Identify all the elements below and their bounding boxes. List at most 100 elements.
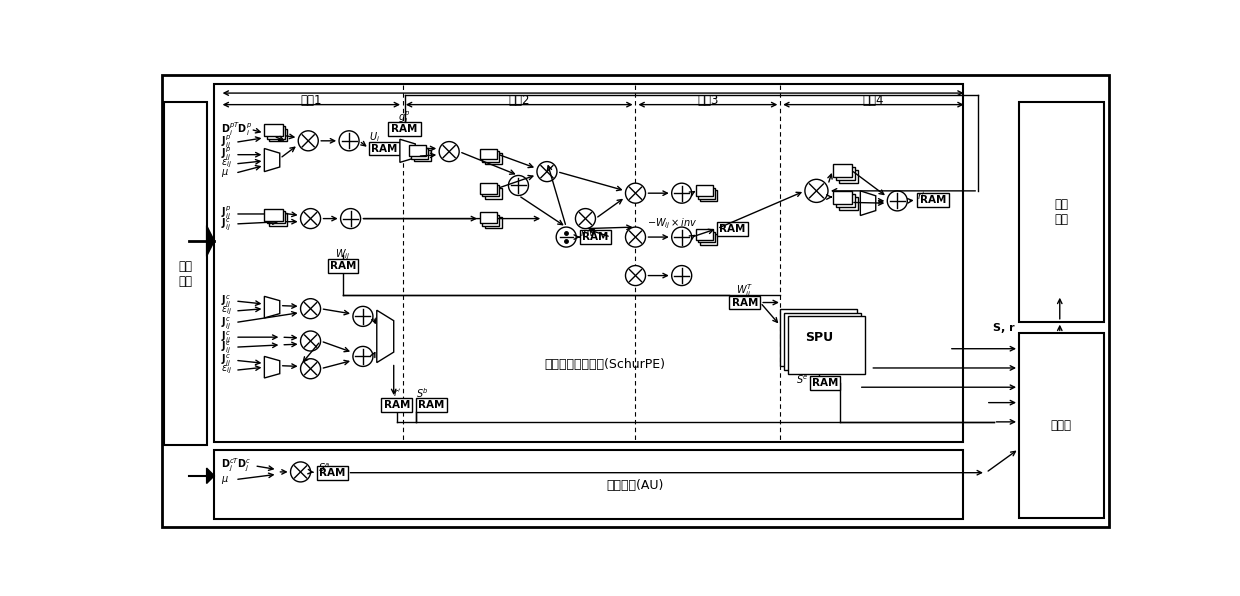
Text: $\epsilon_{ij}$: $\epsilon_{ij}$ [221, 305, 232, 317]
Text: 舞尔消除处理单元(SchurPE): 舞尔消除处理单元(SchurPE) [544, 358, 665, 371]
Bar [1019, 333, 1104, 518]
Text: 阶况1: 阶况1 [300, 94, 322, 107]
Bar [327, 259, 358, 273]
Circle shape [537, 162, 557, 182]
Text: $r'$: $r'$ [916, 190, 925, 202]
Bar [370, 142, 399, 156]
Text: 阶况4: 阶况4 [863, 94, 884, 107]
Bar [810, 377, 841, 390]
Bar [916, 193, 949, 207]
Polygon shape [264, 296, 280, 318]
Text: RAM: RAM [418, 400, 445, 410]
Text: $W_{ij}$: $W_{ij}$ [335, 247, 351, 262]
Circle shape [300, 359, 321, 378]
Text: RAM: RAM [920, 195, 946, 205]
Text: RAM: RAM [383, 400, 410, 410]
Polygon shape [399, 139, 415, 162]
Text: SPU: SPU [805, 331, 833, 344]
Bar [701, 234, 717, 245]
Bar [267, 211, 285, 224]
Bar [838, 197, 858, 210]
Circle shape [625, 227, 646, 247]
Text: $S^e$: $S^e$ [796, 373, 808, 386]
Text: 阶况2: 阶况2 [508, 94, 529, 107]
Bar [414, 150, 430, 161]
Circle shape [557, 227, 577, 247]
Text: $\mu$: $\mu$ [221, 167, 229, 179]
Bar [412, 148, 428, 159]
Circle shape [888, 191, 908, 211]
Text: RAM: RAM [371, 144, 398, 154]
Bar [215, 84, 962, 442]
Circle shape [300, 299, 321, 319]
Text: $\mathbf{J}_{ij}^c$: $\mathbf{J}_{ij}^c$ [221, 339, 232, 355]
Text: RAM: RAM [583, 232, 609, 242]
Bar [832, 191, 852, 204]
Bar [482, 185, 500, 196]
Text: $\mathbf{J}_{ij}^c$: $\mathbf{J}_{ij}^c$ [221, 315, 232, 331]
Circle shape [439, 142, 459, 162]
Circle shape [341, 209, 361, 229]
Polygon shape [264, 148, 280, 172]
Polygon shape [377, 311, 394, 362]
Text: $\mathbf{J}_{ij}^p$: $\mathbf{J}_{ij}^p$ [221, 206, 232, 222]
Bar [717, 222, 748, 235]
Text: $S^b$: $S^b$ [417, 386, 429, 401]
Bar [164, 103, 207, 445]
Bar [698, 232, 714, 243]
Text: RAM: RAM [732, 297, 758, 308]
Circle shape [353, 306, 373, 327]
Bar [780, 309, 857, 367]
Bar [388, 122, 422, 136]
Text: $\mathbf{J}_{ij}^p$: $\mathbf{J}_{ij}^p$ [221, 134, 232, 151]
Circle shape [625, 266, 646, 285]
Bar [701, 190, 717, 201]
Bar [482, 215, 500, 225]
Bar [729, 296, 760, 309]
Text: S, r: S, r [993, 323, 1016, 333]
Circle shape [672, 266, 692, 285]
Bar [832, 164, 852, 177]
Circle shape [300, 331, 321, 351]
Text: RAM: RAM [319, 468, 345, 477]
Bar [215, 449, 962, 519]
Circle shape [575, 209, 595, 229]
Circle shape [300, 209, 321, 229]
Text: $\mathbf{J}_{ij}^p$: $\mathbf{J}_{ij}^p$ [221, 146, 232, 163]
Text: $\mathbf{D}_i^{pT}\mathbf{D}_i^p$: $\mathbf{D}_i^{pT}\mathbf{D}_i^p$ [221, 120, 253, 138]
Text: 累加单元(AU): 累加单元(AU) [606, 479, 665, 492]
Bar [836, 194, 854, 207]
Text: $\mathbf{J}_{ij}^c$: $\mathbf{J}_{ij}^c$ [221, 293, 232, 309]
Text: $-W_{ij}\times inv$: $-W_{ij}\times inv$ [647, 217, 698, 231]
Polygon shape [207, 468, 215, 483]
Bar [696, 185, 713, 196]
Bar [698, 188, 714, 198]
Text: 加法树: 加法树 [1050, 419, 1071, 432]
Bar [784, 312, 861, 370]
Circle shape [299, 131, 319, 151]
Text: RAM: RAM [330, 261, 356, 271]
Text: 阶况3: 阶况3 [697, 94, 718, 107]
Circle shape [672, 183, 692, 203]
Bar [316, 465, 347, 480]
Text: $\mu$: $\mu$ [221, 474, 229, 486]
Text: $\mathbf{J}_{ij}^c$: $\mathbf{J}_{ij}^c$ [221, 216, 232, 232]
Bar [382, 398, 412, 412]
Text: 输入
缓冲: 输入 缓冲 [179, 260, 192, 288]
Bar [485, 153, 501, 164]
Bar [482, 151, 500, 162]
Text: $\mathbf{J}_{ij}^c$: $\mathbf{J}_{ij}^c$ [221, 352, 232, 368]
Circle shape [290, 462, 310, 482]
Circle shape [805, 179, 828, 203]
Circle shape [339, 131, 360, 151]
Circle shape [625, 183, 646, 203]
Bar [480, 148, 497, 159]
Bar [480, 183, 497, 194]
Bar [269, 129, 288, 141]
Text: $\mathbf{J}_{ij}^c$: $\mathbf{J}_{ij}^c$ [221, 329, 232, 345]
Bar [580, 230, 611, 244]
Bar [485, 217, 501, 228]
Bar [480, 212, 497, 224]
Text: $inv$: $inv$ [580, 226, 596, 238]
Text: 输出
缓冲: 输出 缓冲 [1054, 198, 1069, 226]
